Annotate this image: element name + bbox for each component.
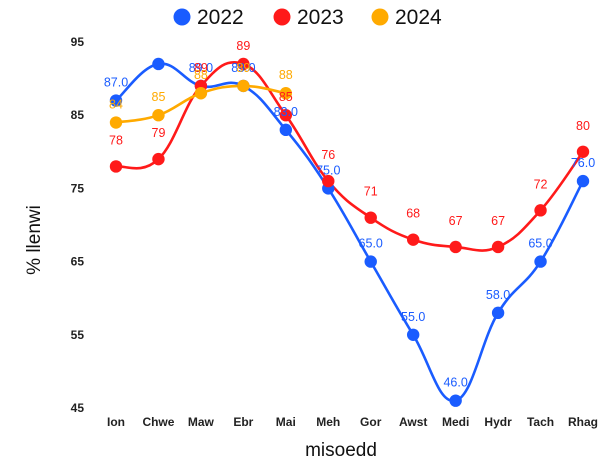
x-tick-label: Ebr (233, 415, 253, 429)
legend-marker-2024 (371, 8, 389, 26)
data-point-2022 (406, 328, 420, 341)
data-label-2022: 58.0 (486, 288, 510, 302)
data-point-2024 (152, 109, 165, 122)
data-point-2024 (279, 87, 293, 100)
data-label-2024: 89 (236, 61, 250, 75)
x-tick-label: Maw (188, 415, 215, 429)
x-tick-label: Rhag (568, 415, 598, 429)
data-label-2023: 68 (406, 207, 420, 221)
data-label-2024: 88 (279, 68, 293, 82)
data-label-2022: 65.0 (528, 237, 552, 251)
data-label-2023: 78 (109, 133, 123, 147)
data-label-2024: 88 (194, 68, 208, 82)
data-label-2024: 85 (152, 90, 166, 104)
data-label-2023: 67 (449, 214, 463, 228)
data-point-2023 (322, 174, 335, 188)
data-point-2022 (576, 174, 590, 188)
y-axis: 45 55 65 75 85 95 (71, 35, 85, 415)
data-point-2022 (491, 306, 505, 320)
data-point-2024 (237, 79, 250, 93)
data-point-2023 (237, 57, 250, 71)
data-point-2023 (449, 240, 462, 254)
legend-label-2023: 2023 (297, 6, 344, 29)
data-label-2023: 72 (534, 177, 548, 191)
data-point-2023 (364, 211, 377, 224)
data-point-2022 (534, 255, 547, 268)
x-tick-label: Ion (107, 415, 125, 429)
data-label-2023: 80 (576, 119, 590, 133)
legend-marker-2022 (173, 8, 191, 26)
data-point-2022 (449, 394, 462, 407)
data-label-2022: 46.0 (443, 376, 467, 390)
data-point-2024 (194, 87, 208, 100)
data-label-2022: 65.0 (359, 237, 383, 251)
x-tick-label: Hydr (484, 415, 512, 429)
data-label-2023: 71 (364, 185, 378, 199)
x-tick-label: Mai (276, 415, 296, 429)
data-point-2023 (109, 160, 123, 173)
data-label-2022: 55.0 (401, 310, 425, 324)
series-lines (115, 60, 585, 402)
data-label-2023: 67 (491, 214, 505, 228)
data-point-2023 (152, 152, 165, 166)
legend: 2022 2023 2024 (173, 6, 442, 29)
legend-label-2022: 2022 (197, 6, 244, 29)
data-point-2023 (406, 233, 420, 246)
data-point-2024 (109, 116, 123, 129)
x-tick-label: Meh (316, 415, 340, 429)
data-label-2023: 89 (194, 61, 208, 75)
data-label-2023: 76 (321, 148, 335, 162)
data-point-2023 (576, 145, 590, 158)
y-tick-label: 85 (71, 108, 85, 122)
data-label-2022: 75.0 (316, 163, 340, 177)
series-points (109, 57, 590, 407)
x-tick-label: Tach (527, 415, 554, 429)
data-label-2022: 87.0 (104, 76, 128, 90)
y-tick-label: 65 (71, 255, 85, 269)
data-label-2024: 84 (109, 98, 123, 112)
x-axis: Ion Chwe Maw Ebr Mai Meh Gor Awst Medi Hydr Tach Rh… (107, 415, 598, 429)
data-point-2022 (279, 123, 293, 137)
data-point-2022 (364, 255, 377, 268)
data-label-2023: 89 (236, 39, 250, 53)
data-label-2022: 89.0 (231, 61, 255, 75)
y-tick-label: 95 (71, 35, 85, 49)
y-tick-label: 55 (71, 328, 85, 342)
x-tick-label: Awst (399, 415, 427, 429)
x-axis-title: misoedd (305, 440, 377, 461)
data-label-2022: 83.0 (274, 105, 298, 119)
data-label-2023: 85 (279, 90, 293, 104)
data-label-2022: 89.0 (189, 61, 213, 75)
x-tick-label: Medi (442, 415, 469, 429)
y-tick-label: 75 (71, 181, 85, 195)
y-axis-title: % llenwi (24, 205, 45, 275)
data-label-2023: 79 (152, 126, 166, 140)
legend-marker-2023 (273, 8, 291, 26)
data-point-2022 (109, 94, 123, 107)
data-labels: 87.0 89.0 89.0 83.0 75.0 65.0 55.0 46.0 58.0 65.0… (104, 39, 595, 390)
data-label-2022: 76.0 (571, 156, 595, 170)
x-tick-label: Chwe (142, 415, 174, 429)
data-point-2023 (491, 240, 505, 254)
legend-label-2024: 2024 (395, 6, 442, 29)
data-point-2022 (152, 57, 165, 71)
data-point-2023 (534, 204, 547, 217)
y-tick-label: 45 (71, 401, 85, 415)
x-tick-label: Gor (360, 415, 382, 429)
data-point-2023 (279, 109, 293, 122)
series-line-2022 (115, 62, 585, 402)
